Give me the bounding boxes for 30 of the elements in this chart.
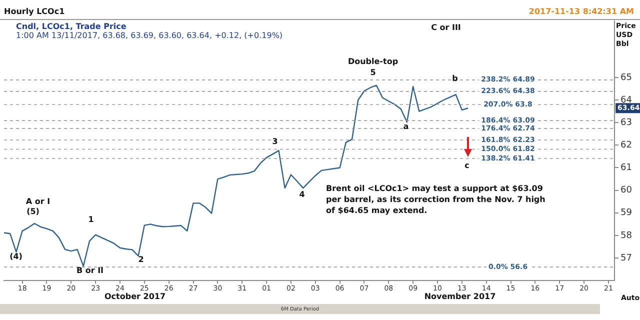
annotation: b (452, 74, 458, 84)
annotation: 2 (138, 255, 144, 264)
y-tick-label: 60 (620, 186, 632, 196)
annotation: C or III (431, 23, 461, 32)
annotation: Double-top (348, 57, 398, 66)
annotation: (5) (26, 207, 40, 216)
text: November 2017 (424, 292, 496, 302)
y-tick-label: 58 (620, 230, 632, 241)
annotation: c (464, 161, 470, 170)
annotation: a (403, 122, 409, 132)
y-tick-label: 62 (620, 140, 632, 150)
annotation: Brent oil <LCOc1> may test a support at $63.09 per barrel, as its correction from the Nov. 7 high of $64.65 may extend. (326, 184, 546, 216)
y-tick-label: 59 (620, 208, 632, 218)
annotation: 4 (299, 190, 306, 200)
text: October 2017 (104, 292, 166, 302)
y-tick-label: 57 (620, 253, 632, 264)
annotation: A or I (26, 197, 50, 206)
annotation: 1:00 AM 13/11/2017, 63.68, 63.69, 63.60, 63.64, +0.12, (+0.19%) (16, 31, 283, 40)
annotation: 5 (370, 68, 376, 78)
y-tick-label: 61 (620, 163, 632, 174)
y-tick-label: 65 (620, 72, 632, 83)
annotation: B or II (76, 266, 104, 276)
annotation: (4) (10, 252, 22, 262)
chart-title: Hourly LCOc1 (4, 7, 66, 16)
annotation: 1 (88, 215, 94, 224)
y-tick-label: 64 (620, 95, 632, 106)
y-tick-label: 63 (620, 118, 632, 128)
text: 2017-11-13 8:42:31 AM (528, 7, 634, 16)
annotation: 3 (272, 137, 278, 146)
chart-subtitle: Cndl, LCOc1, Trade Price (16, 22, 127, 32)
